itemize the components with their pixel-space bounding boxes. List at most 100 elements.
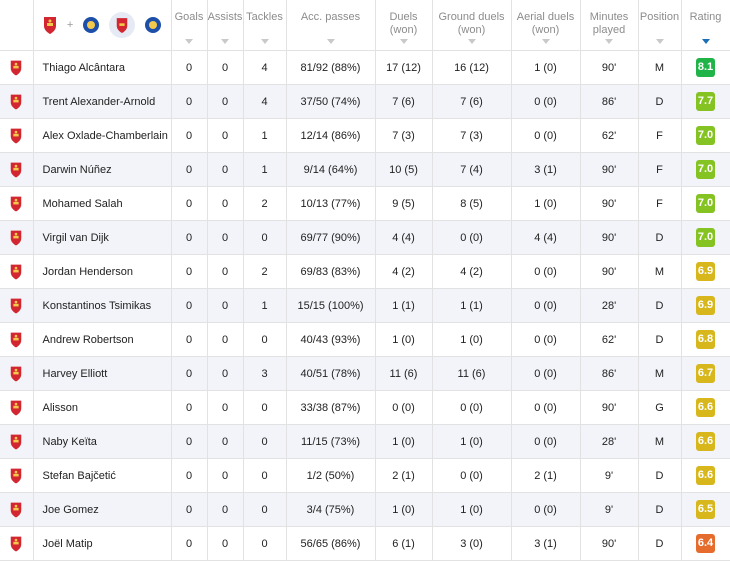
table-row[interactable]: Virgil van Dijk 0 0 0 69/77 (90%) 4 (4) 0 (0) 4… bbox=[0, 220, 730, 255]
table-row[interactable]: Joël Matip 0 0 0 56/65 (86%) 6 (1) 3 (0) 3 (1) 9… bbox=[0, 526, 730, 561]
col-aerial-duels[interactable]: Aerial duels (won) bbox=[511, 0, 581, 51]
player-name[interactable]: Naby Keïta bbox=[33, 424, 172, 459]
leicester-team-toggle[interactable] bbox=[144, 16, 162, 34]
stat-ground: 1 (0) bbox=[432, 322, 512, 357]
stat-goals: 0 bbox=[171, 186, 208, 221]
player-name[interactable]: Trent Alexander-Arnold bbox=[33, 84, 172, 119]
player-name[interactable]: Harvey Elliott bbox=[33, 356, 172, 391]
table-row[interactable]: Darwin Núñez 0 0 1 9/14 (64%) 10 (5) 7 (4) 3 (1… bbox=[0, 152, 730, 187]
liverpool-crest-icon bbox=[9, 128, 23, 143]
stat-goals: 0 bbox=[171, 390, 208, 425]
liverpool-filter-crest-icon[interactable] bbox=[42, 16, 58, 35]
rating-cell: 6.4 bbox=[681, 526, 730, 561]
stat-aerial: 0 (0) bbox=[511, 118, 581, 153]
player-name[interactable]: Joël Matip bbox=[33, 526, 172, 561]
stat-minutes: 28' bbox=[580, 424, 639, 459]
table-row[interactable]: Mohamed Salah 0 0 2 10/13 (77%) 9 (5) 8 (5) 1 (… bbox=[0, 186, 730, 221]
col-tackles[interactable]: Tackles bbox=[243, 0, 287, 51]
col-rating[interactable]: Rating bbox=[681, 0, 730, 51]
stat-minutes: 9' bbox=[580, 458, 639, 493]
player-name[interactable]: Thiago Alcântara bbox=[33, 50, 172, 85]
stat-assists: 0 bbox=[207, 118, 244, 153]
player-name[interactable]: Andrew Robertson bbox=[33, 322, 172, 357]
stat-goals: 0 bbox=[171, 424, 208, 459]
table-row[interactable]: Alisson 0 0 0 33/38 (87%) 0 (0) 0 (0) 0 (0) 90' G… bbox=[0, 390, 730, 425]
stat-passes: 15/15 (100%) bbox=[286, 288, 376, 323]
stat-duels: 6 (1) bbox=[375, 526, 433, 561]
team-crest-cell bbox=[0, 390, 34, 425]
table-row[interactable]: Naby Keïta 0 0 0 11/15 (73%) 1 (0) 1 (0) 0 (0) 2… bbox=[0, 424, 730, 459]
leicester-filter-crest-icon[interactable] bbox=[82, 16, 100, 34]
stat-goals: 0 bbox=[171, 254, 208, 289]
stat-passes: 10/13 (77%) bbox=[286, 186, 376, 221]
stat-passes: 1/2 (50%) bbox=[286, 458, 376, 493]
team-crest-cell bbox=[0, 50, 34, 85]
stat-duels: 4 (2) bbox=[375, 254, 433, 289]
stat-tackles: 0 bbox=[243, 424, 287, 459]
stat-passes: 56/65 (86%) bbox=[286, 526, 376, 561]
stat-position: D bbox=[638, 526, 682, 561]
player-name[interactable]: Alex Oxlade-Chamberlain bbox=[33, 118, 172, 153]
table-row[interactable]: Jordan Henderson 0 0 2 69/83 (83%) 4 (2) 4 (2)… bbox=[0, 254, 730, 289]
stat-tackles: 2 bbox=[243, 186, 287, 221]
liverpool-team-toggle[interactable] bbox=[109, 12, 136, 38]
player-name[interactable]: Jordan Henderson bbox=[33, 254, 172, 289]
leicester-crest-icon bbox=[145, 17, 162, 33]
team-crest-cell bbox=[0, 220, 34, 255]
player-name[interactable]: Alisson bbox=[33, 390, 172, 425]
stat-ground: 0 (0) bbox=[432, 390, 512, 425]
team-crest-cell bbox=[0, 186, 34, 221]
table-row[interactable]: Trent Alexander-Arnold 0 0 4 37/50 (74%) 7 (6… bbox=[0, 84, 730, 119]
stat-goals: 0 bbox=[171, 118, 208, 153]
player-name[interactable]: Virgil van Dijk bbox=[33, 220, 172, 255]
stat-assists: 0 bbox=[207, 492, 244, 527]
stat-tackles: 0 bbox=[243, 220, 287, 255]
table-row[interactable]: Joe Gomez 0 0 0 3/4 (75%) 1 (0) 1 (0) 0 (0) 9' D 6… bbox=[0, 492, 730, 527]
col-minutes-played[interactable]: Minutes played bbox=[580, 0, 639, 51]
rating-cell: 6.8 bbox=[681, 322, 730, 357]
player-name[interactable]: Darwin Núñez bbox=[33, 152, 172, 187]
stat-tackles: 1 bbox=[243, 152, 287, 187]
stat-tackles: 4 bbox=[243, 50, 287, 85]
table-row[interactable]: Thiago Alcântara 0 0 4 81/92 (88%) 17 (12) 16 … bbox=[0, 50, 730, 85]
stat-assists: 0 bbox=[207, 152, 244, 187]
col-assists[interactable]: Assists bbox=[207, 0, 244, 51]
stat-aerial: 0 (0) bbox=[511, 254, 581, 289]
stat-ground: 11 (6) bbox=[432, 356, 512, 391]
crest-header bbox=[0, 0, 34, 51]
table-row[interactable]: Harvey Elliott 0 0 3 40/51 (78%) 11 (6) 11 (6)… bbox=[0, 356, 730, 391]
stat-duels: 9 (5) bbox=[375, 186, 433, 221]
stat-tackles: 1 bbox=[243, 288, 287, 323]
stat-duels: 4 (4) bbox=[375, 220, 433, 255]
stat-position: D bbox=[638, 458, 682, 493]
stat-assists: 0 bbox=[207, 424, 244, 459]
rating-badge: 6.6 bbox=[696, 398, 715, 417]
table-row[interactable]: Alex Oxlade-Chamberlain 0 0 1 12/14 (86%) 7 (… bbox=[0, 118, 730, 153]
stat-tackles: 4 bbox=[243, 84, 287, 119]
rating-cell: 6.9 bbox=[681, 254, 730, 289]
col-goals[interactable]: Goals bbox=[171, 0, 208, 51]
table-row[interactable]: Konstantinos Tsimikas 0 0 1 15/15 (100%) 1 (1… bbox=[0, 288, 730, 323]
rating-cell: 6.6 bbox=[681, 390, 730, 425]
stat-position: D bbox=[638, 492, 682, 527]
stat-minutes: 90' bbox=[580, 254, 639, 289]
col-ground-duels[interactable]: Ground duels (won) bbox=[432, 0, 512, 51]
team-crest-cell bbox=[0, 492, 34, 527]
stat-minutes: 90' bbox=[580, 186, 639, 221]
player-name[interactable]: Konstantinos Tsimikas bbox=[33, 288, 172, 323]
player-name[interactable]: Stefan Bajčetić bbox=[33, 458, 172, 493]
sort-arrow-icon bbox=[605, 39, 613, 44]
col-position[interactable]: Position bbox=[638, 0, 682, 51]
stat-ground: 1 (1) bbox=[432, 288, 512, 323]
stat-minutes: 86' bbox=[580, 84, 639, 119]
table-row[interactable]: Stefan Bajčetić 0 0 0 1/2 (50%) 2 (1) 0 (0) 2 (… bbox=[0, 458, 730, 493]
stat-position: D bbox=[638, 84, 682, 119]
stat-ground: 7 (3) bbox=[432, 118, 512, 153]
col-acc-passes[interactable]: Acc. passes bbox=[286, 0, 376, 51]
player-name[interactable]: Joe Gomez bbox=[33, 492, 172, 527]
table-row[interactable]: Andrew Robertson 0 0 0 40/43 (93%) 1 (0) 1 (0)… bbox=[0, 322, 730, 357]
rating-cell: 7.0 bbox=[681, 152, 730, 187]
player-name[interactable]: Mohamed Salah bbox=[33, 186, 172, 221]
col-duels[interactable]: Duels (won) bbox=[375, 0, 433, 51]
sort-arrow-active-icon bbox=[701, 39, 710, 44]
